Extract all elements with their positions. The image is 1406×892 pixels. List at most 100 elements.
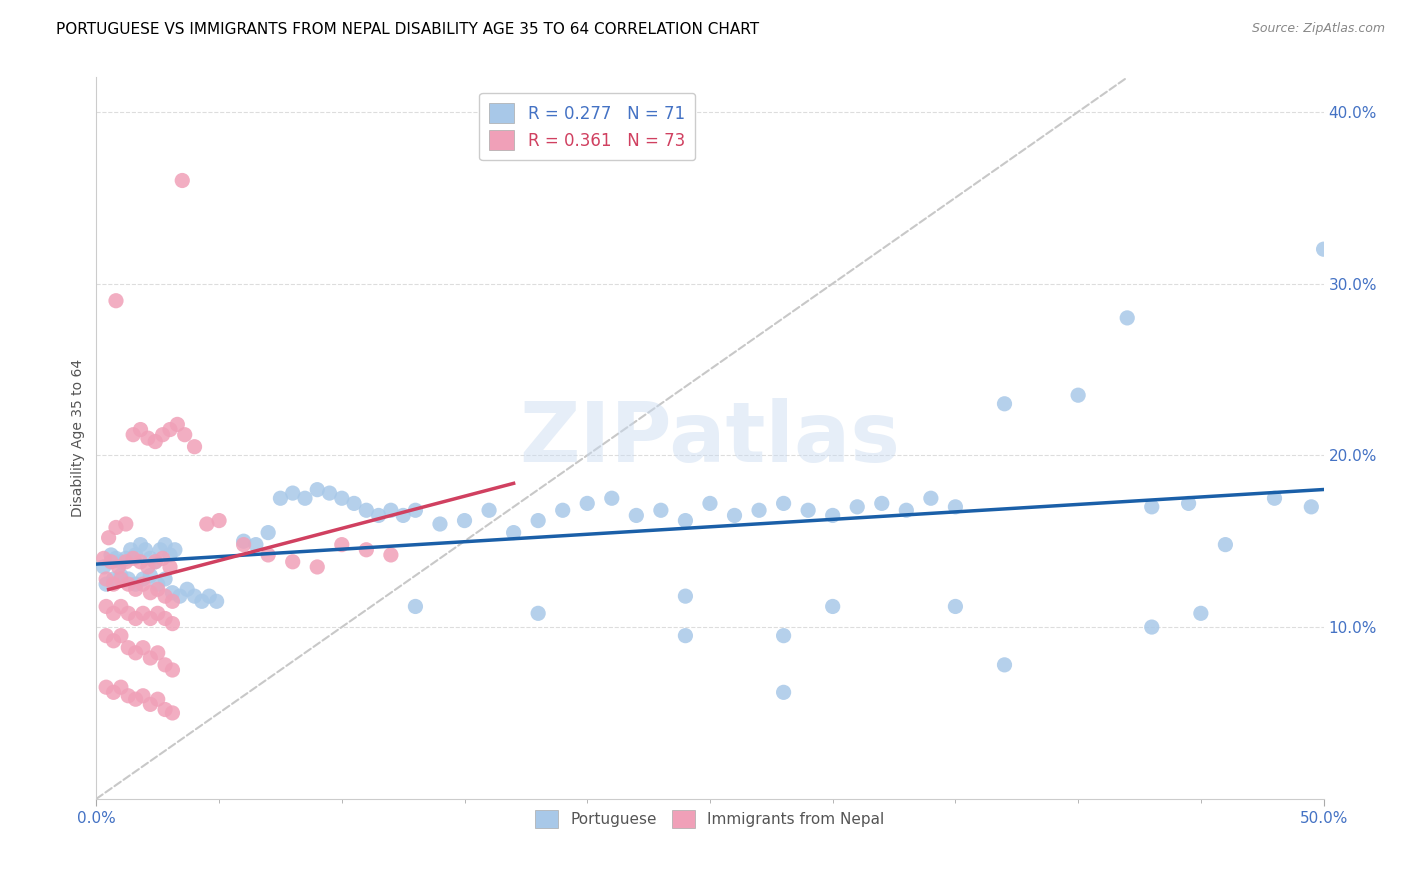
Point [153, 702, 176, 716]
Text: Source: ZipAtlas.com: Source: ZipAtlas.com [1251, 22, 1385, 36]
Point [152, 551, 174, 566]
Point [117, 577, 139, 591]
Point [723, 508, 745, 523]
Point [139, 551, 162, 566]
Point [124, 692, 146, 706]
Point [110, 680, 132, 694]
Point [797, 503, 820, 517]
Point [104, 520, 127, 534]
Point [356, 503, 378, 517]
Point [343, 496, 366, 510]
Point [146, 692, 169, 706]
Point [132, 572, 155, 586]
Point [307, 560, 329, 574]
Point [1189, 607, 1212, 621]
Point [117, 607, 139, 621]
Point [129, 538, 152, 552]
Point [153, 657, 176, 672]
Point [404, 599, 426, 614]
Point [153, 611, 176, 625]
Point [183, 589, 205, 603]
Point [1140, 620, 1163, 634]
Point [117, 689, 139, 703]
Point [159, 423, 181, 437]
Text: ZIPatlas: ZIPatlas [519, 398, 900, 479]
Point [318, 486, 340, 500]
Point [551, 503, 574, 517]
Point [159, 560, 181, 574]
Point [110, 599, 132, 614]
Point [257, 525, 280, 540]
Point [163, 542, 186, 557]
Point [124, 646, 146, 660]
Point [1301, 500, 1323, 514]
Point [502, 525, 524, 540]
Point [110, 568, 132, 582]
Point [143, 434, 166, 449]
Point [117, 640, 139, 655]
Point [124, 577, 146, 591]
Point [103, 572, 125, 586]
Point [380, 503, 402, 517]
Point [103, 607, 125, 621]
Point [132, 577, 155, 591]
Point [846, 500, 869, 514]
Point [453, 514, 475, 528]
Point [380, 548, 402, 562]
Point [139, 611, 162, 625]
Point [870, 496, 893, 510]
Point [1312, 242, 1334, 256]
Point [122, 551, 145, 566]
Point [153, 572, 176, 586]
Point [527, 514, 550, 528]
Point [124, 611, 146, 625]
Point [772, 629, 794, 643]
Point [132, 640, 155, 655]
Point [330, 491, 353, 506]
Point [896, 503, 918, 517]
Point [945, 500, 967, 514]
Point [330, 538, 353, 552]
Point [195, 516, 218, 531]
Point [122, 427, 145, 442]
Point [821, 599, 844, 614]
Point [136, 560, 159, 574]
Point [1067, 388, 1090, 402]
Point [404, 503, 426, 517]
Point [673, 589, 696, 603]
Point [673, 629, 696, 643]
Point [1140, 500, 1163, 514]
Point [169, 589, 191, 603]
Point [124, 548, 146, 562]
Point [100, 555, 122, 569]
Point [281, 486, 304, 500]
Point [139, 651, 162, 665]
Point [162, 663, 184, 677]
Point [208, 514, 231, 528]
Point [124, 582, 146, 597]
Point [1263, 491, 1285, 506]
Point [139, 698, 162, 712]
Point [129, 423, 152, 437]
Point [96, 629, 118, 643]
Point [153, 538, 176, 552]
Point [367, 508, 389, 523]
Point [294, 491, 316, 506]
Point [93, 560, 115, 574]
Point [96, 577, 118, 591]
Point [772, 496, 794, 510]
Point [103, 577, 125, 591]
Point [104, 551, 127, 566]
Point [576, 496, 599, 510]
Point [107, 560, 129, 574]
Point [478, 503, 501, 517]
Point [993, 657, 1015, 672]
Point [748, 503, 770, 517]
Point [100, 548, 122, 562]
Point [162, 706, 184, 720]
Point [132, 607, 155, 621]
Point [134, 542, 156, 557]
Point [772, 685, 794, 699]
Point [245, 538, 267, 552]
Point [143, 555, 166, 569]
